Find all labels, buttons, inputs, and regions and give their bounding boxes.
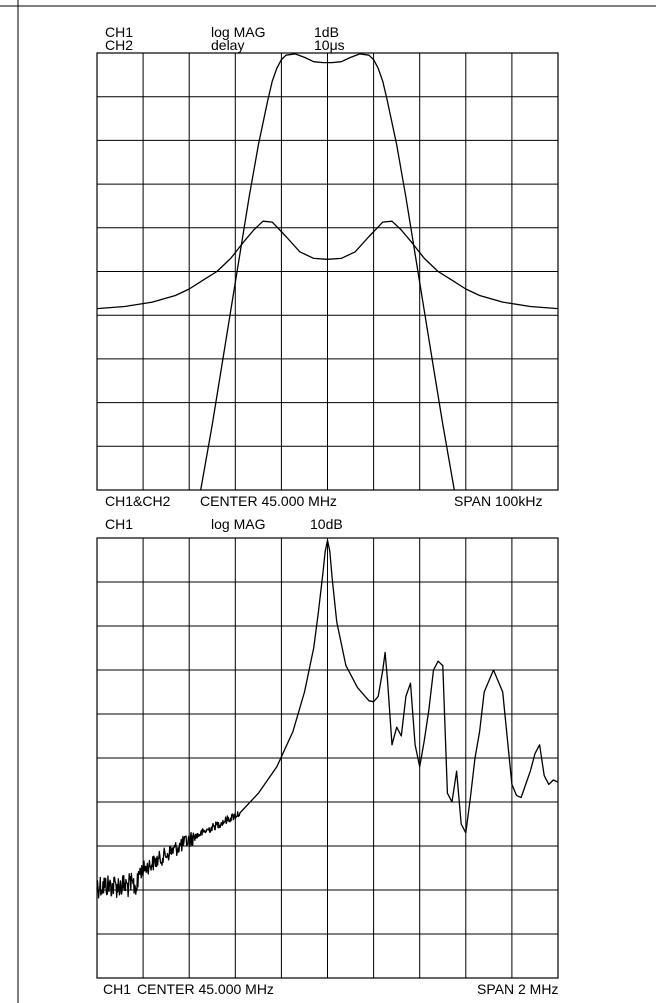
top-plot-frame <box>96 52 559 491</box>
bottom-ch1-label: CH1 <box>105 516 133 532</box>
top-ch1-trace <box>200 53 455 491</box>
bottom-scale1-label: 10dB <box>310 516 343 532</box>
top-ch2-trace <box>96 220 559 310</box>
top-scale2-label: 10μs <box>314 37 345 53</box>
bottom-plot-frame <box>96 537 559 979</box>
top-plot <box>96 52 559 491</box>
top-footer-center: CENTER 45.000 MHz <box>200 493 337 509</box>
bottom-plot <box>96 537 559 979</box>
bottom-format1-label: log MAG <box>211 516 265 532</box>
top-grid <box>97 53 558 490</box>
bottom-footer-center: CENTER 45.000 MHz <box>137 981 274 997</box>
top-ch1-label: CH1 <box>105 24 133 40</box>
top-format1-label: log MAG <box>211 24 265 40</box>
top-scale1-label: 1dB <box>314 24 339 40</box>
top-footer-channel: CH1&CH2 <box>105 493 171 509</box>
bottom-footer-channel: CH1 <box>103 981 131 997</box>
bottom-grid <box>97 538 558 978</box>
bottom-footer-span: SPAN 2 MHz <box>477 981 558 997</box>
top-format2-label: delay <box>211 37 244 53</box>
bottom-ch1-trace <box>96 539 559 899</box>
top-footer-span: SPAN 100kHz <box>454 493 542 509</box>
top-ch2-label: CH2 <box>105 37 133 53</box>
